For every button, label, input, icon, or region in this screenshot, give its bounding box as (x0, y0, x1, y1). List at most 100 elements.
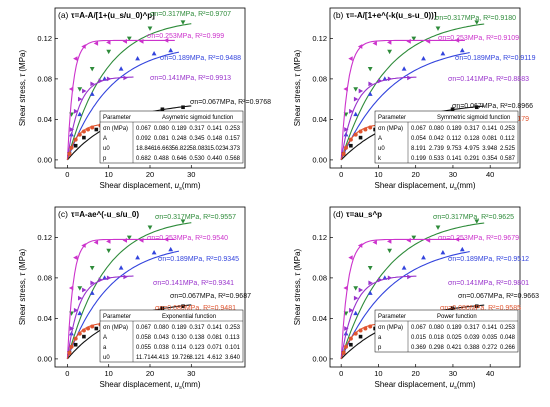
data-point (93, 240, 99, 245)
table-title: Power function (437, 314, 477, 320)
data-point (68, 86, 74, 92)
data-point (344, 145, 349, 150)
data-point (73, 56, 78, 61)
table-frame (374, 110, 519, 164)
data-point (411, 36, 417, 41)
data-point (106, 49, 112, 55)
data-point (98, 78, 103, 84)
data-point (69, 127, 75, 132)
data-point (151, 51, 157, 56)
data-point (73, 342, 78, 347)
data-point (387, 76, 393, 82)
data-point (122, 39, 127, 44)
data-point (358, 135, 363, 140)
table-cell: 0.189 (447, 126, 463, 132)
series-label: σn=0.253MPa, R²=0.9540 (147, 235, 228, 242)
x-tick-label: 20 (146, 170, 154, 179)
data-point (411, 235, 417, 240)
table-cell: 0.317 (189, 126, 205, 132)
data-point (73, 137, 78, 142)
data-point (160, 107, 165, 112)
series-3: σn=0.189MPa, R²=0.9488 (66, 47, 241, 161)
x-tick-label: 10 (105, 369, 113, 378)
data-point (349, 108, 354, 114)
data-point (372, 240, 377, 245)
series-label: σn=0.080MPa, R²=0.9585 (440, 305, 521, 312)
data-point (421, 255, 426, 260)
table-cell: 11.714 (136, 355, 155, 361)
data-point (90, 125, 95, 130)
data-point (77, 310, 83, 316)
x-tick-label: 20 (412, 369, 420, 378)
data-point (363, 326, 368, 331)
series-2: σn=0.253MPa, R²=0.9540 (66, 235, 228, 359)
parameter-table: Parameter Asymetric sigmoid function σn (M… (99, 110, 244, 164)
y-tick-label: 0.00 (37, 155, 52, 164)
table-cell: 0.048 (500, 335, 516, 341)
y-axis-label: Shear stress, τ (MPa) (293, 49, 302, 126)
series-1: σn=0.317MPa, R²=0.9625 (340, 214, 514, 360)
data-point (126, 235, 132, 240)
table-cell: 0.043 (154, 335, 170, 341)
table-cell: 3.640 (225, 355, 241, 361)
series-2: σn=0.253MPa, R²=0.9109 (340, 35, 519, 160)
table-cell: 0.141 (482, 126, 498, 132)
data-point (357, 243, 363, 248)
data-point (474, 219, 480, 224)
table-cell: 0.253 (225, 126, 241, 132)
table-cell: 58.083 (189, 146, 208, 152)
table-cell: 0.253 (225, 325, 241, 331)
table-cell: 0.112 (500, 136, 515, 142)
table-cell: 0.080 (154, 325, 170, 331)
data-point (78, 295, 83, 301)
table-cell: 0.345 (189, 136, 205, 142)
series-label: σn=0.189MPa, R²=0.9345 (158, 256, 239, 263)
series-label: σn=0.317MPa, R²=0.9707 (150, 11, 231, 18)
x-tick-label: 10 (374, 170, 382, 179)
y-tick-label: 0.00 (312, 155, 327, 164)
data-point (348, 56, 353, 61)
data-point (106, 248, 112, 254)
table-cell: 8.121 (189, 355, 205, 361)
table-cell: 3.948 (482, 146, 498, 152)
data-point (358, 328, 363, 333)
table-cell: 0.533 (429, 156, 445, 162)
table-cell: 0.272 (482, 345, 498, 351)
data-point (450, 306, 455, 311)
x-tick-label: 20 (146, 369, 154, 378)
data-point (378, 277, 383, 283)
data-point (353, 295, 359, 301)
table-cell: 0.123 (189, 345, 205, 351)
data-point (126, 36, 132, 41)
table-header: Parameter (103, 314, 131, 320)
series-label: σn=0.141MPa, R²=0.9801 (448, 280, 529, 287)
series-4: σn=0.141MPa, R²=0.8883 (340, 75, 529, 160)
table-cell: 0.253 (500, 325, 516, 331)
table-cell: 0.067 (411, 325, 427, 331)
data-point (368, 324, 373, 329)
table-cell: 4.373 (225, 146, 241, 152)
data-point (344, 344, 349, 349)
data-point (363, 127, 368, 132)
y-tick-label: 0.04 (37, 115, 52, 124)
data-point (425, 39, 431, 44)
data-point (86, 127, 91, 132)
table-cell: 0.067 (136, 126, 152, 132)
data-point (406, 39, 411, 44)
data-point (450, 107, 455, 112)
table-cell: 0.568 (225, 156, 241, 162)
table-cell: 0.025 (447, 335, 463, 341)
data-point (98, 277, 103, 283)
data-point (90, 280, 95, 286)
data-point (387, 40, 392, 45)
data-point (401, 66, 407, 71)
series-label: σn=0.141MPa, R²=0.9913 (150, 75, 231, 82)
table-cell: 0.113 (225, 335, 240, 341)
table-cell: 0.130 (172, 335, 188, 341)
table-cell: 4.413 (154, 355, 170, 361)
data-point (139, 39, 144, 44)
fit-curve (66, 23, 192, 161)
table-cell: 0.369 (411, 345, 427, 351)
x-axis-label: Shear displacement, us(mm) (374, 181, 475, 192)
